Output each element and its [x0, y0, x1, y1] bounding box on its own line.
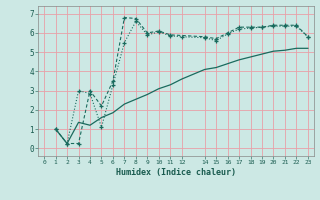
X-axis label: Humidex (Indice chaleur): Humidex (Indice chaleur)	[116, 168, 236, 177]
